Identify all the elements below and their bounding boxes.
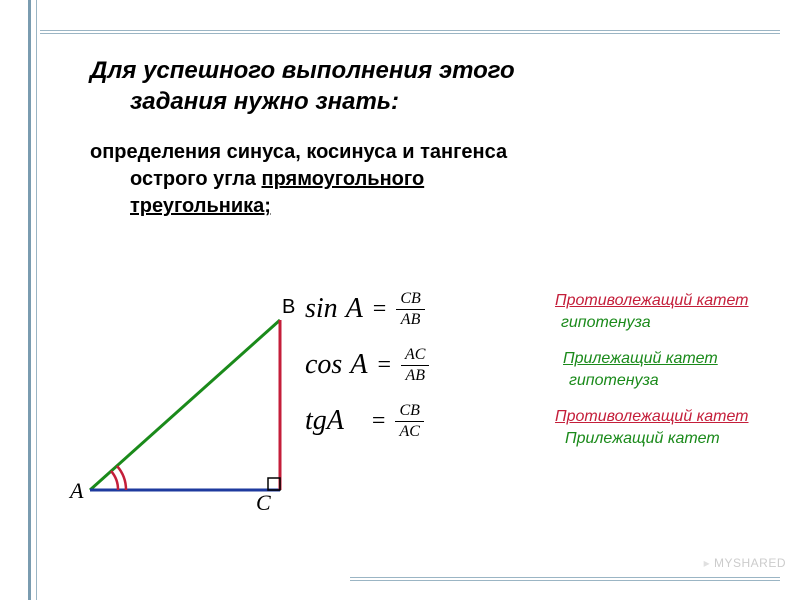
cos-func: cos — [305, 349, 342, 381]
sin-num: CB — [396, 290, 424, 310]
text-content: Для успешного выполнения этого задания н… — [90, 55, 760, 220]
hypotenuse-line — [90, 320, 280, 490]
tan-eq: = — [372, 408, 386, 435]
legend-tan: Противолежащий катет Прилежащий катет — [555, 406, 800, 449]
heading: Для успешного выполнения этого задания н… — [90, 55, 760, 117]
formula-cos: cos A = AC AB — [305, 346, 555, 384]
subheading-line3: треугольника; — [90, 193, 760, 220]
tan-func: tgA — [305, 405, 344, 437]
right-angle-marker — [268, 478, 280, 490]
sin-frac: CB AB — [396, 290, 424, 328]
diagram-area: A В C sin A = CB AB cos A = AC AB tgA = … — [70, 290, 770, 550]
cos-var: A — [350, 349, 367, 381]
angle-arc-1 — [111, 471, 118, 490]
vertex-a-label: A — [70, 478, 83, 504]
sin-func: sin — [305, 293, 338, 325]
cos-den: AB — [401, 366, 429, 385]
legend-tan-bottom: Прилежащий катет — [555, 428, 800, 450]
tan-num: CB — [395, 402, 423, 422]
slide-border-top-2 — [40, 33, 780, 34]
sin-var: A — [346, 293, 363, 325]
slide-border-top-1 — [40, 30, 780, 31]
triangle-diagram — [70, 290, 310, 520]
vertex-b-label: В — [282, 296, 295, 319]
legend-cos-top: Прилежащий катет — [555, 348, 800, 370]
subheading-line2: острого угла прямоугольного — [90, 166, 760, 193]
tan-den: AC — [395, 422, 423, 441]
vertex-c-label: C — [256, 490, 271, 516]
formulas-block: sin A = CB AB cos A = AC AB tgA = CB AC — [305, 290, 555, 459]
watermark: ▸ MYSHARED — [704, 556, 786, 570]
tan-frac: CB AC — [395, 402, 423, 440]
sin-eq: = — [373, 296, 387, 323]
slide-border-left-thin — [36, 0, 37, 600]
formula-sin: sin A = CB AB — [305, 290, 555, 328]
legend-sin: Противолежащий катет гипотенуза — [555, 290, 800, 333]
subheading: определения синуса, косинуса и тангенса … — [90, 139, 760, 220]
legend-cos-bottom: гипотенуза — [555, 370, 800, 392]
subheading-line2b: прямоугольного — [261, 168, 424, 190]
formula-tan: tgA = CB AC — [305, 402, 555, 440]
slide-border-bottom-1 — [350, 577, 780, 578]
cos-num: AC — [401, 346, 429, 366]
watermark-text: MYSHARED — [714, 556, 786, 570]
legend-sin-top: Противолежащий катет — [555, 290, 800, 312]
heading-line2: задания нужно знать: — [90, 86, 760, 117]
legend-tan-top: Противолежащий катет — [555, 406, 800, 428]
legend-sin-bottom: гипотенуза — [555, 312, 800, 334]
sin-den: AB — [397, 310, 425, 329]
cos-frac: AC AB — [401, 346, 429, 384]
legend-cos: Прилежащий катет гипотенуза — [555, 348, 800, 391]
subheading-line2a: острого угла — [130, 168, 261, 190]
heading-line1: Для успешного выполнения этого — [90, 55, 760, 86]
slide-border-bottom-2 — [350, 580, 780, 581]
subheading-line1: определения синуса, косинуса и тангенса — [90, 139, 760, 166]
legends-block: Противолежащий катет гипотенуза Прилежащ… — [555, 290, 800, 465]
slide-border-left-thick — [28, 0, 31, 600]
cos-eq: = — [377, 352, 391, 379]
